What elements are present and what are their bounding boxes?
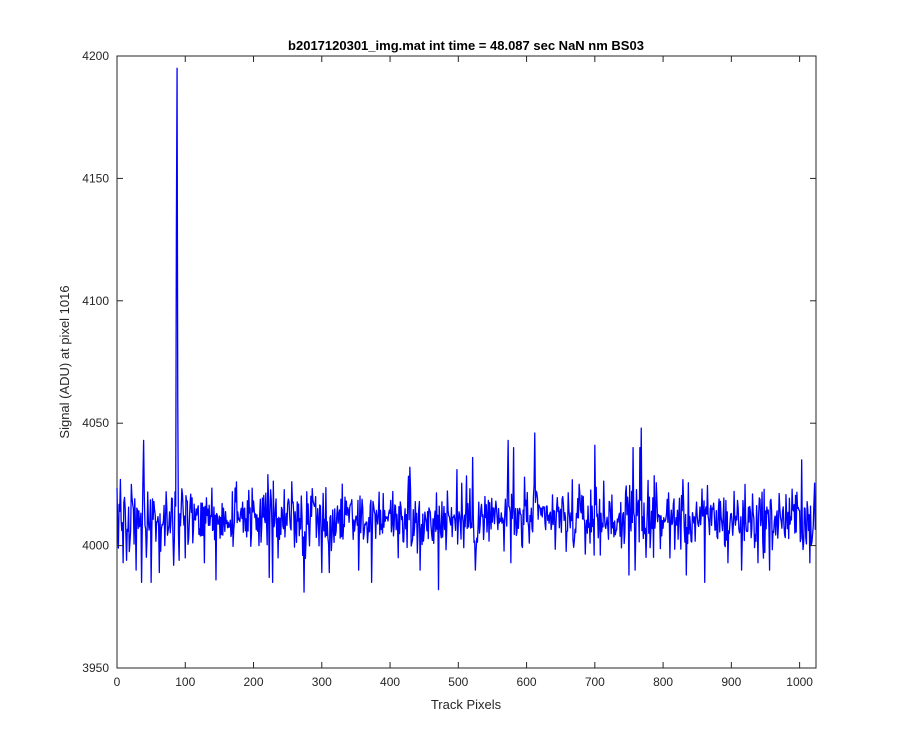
- y-axis-ticks: 3950 4000 4050 4100 4150 4200: [82, 49, 816, 675]
- x-axis-ticks: 0 100 200 300 400 500 600 700 800 900 1000: [114, 56, 813, 689]
- y-tick-label: 3950: [82, 661, 109, 675]
- signal-line: [116, 67, 816, 593]
- y-tick-label: 4200: [82, 49, 109, 63]
- y-axis-label: Signal (ADU) at pixel 1016: [57, 285, 72, 438]
- x-tick-label: 200: [244, 675, 264, 689]
- y-tick-label: 4050: [82, 416, 109, 430]
- plot-area: 0 100 200 300 400 500 600 700 800 900 1000 3950 400…: [82, 49, 817, 689]
- x-tick-label: 600: [517, 675, 537, 689]
- axes-box: [116, 55, 817, 669]
- x-tick-label: 700: [585, 675, 605, 689]
- x-tick-label: 900: [721, 675, 741, 689]
- chart-title: b2017120301_img.mat int time = 48.087 se…: [288, 38, 644, 53]
- x-tick-label: 400: [380, 675, 400, 689]
- y-tick-label: 4150: [82, 171, 109, 185]
- x-tick-label: 100: [175, 675, 195, 689]
- y-tick-label: 4000: [82, 539, 109, 553]
- x-tick-label: 1000: [786, 675, 813, 689]
- signal-line-group: [116, 67, 816, 593]
- x-tick-label: 300: [312, 675, 332, 689]
- y-tick-label: 4100: [82, 294, 109, 308]
- x-tick-label: 0: [114, 675, 121, 689]
- x-tick-label: 800: [653, 675, 673, 689]
- x-axis-label: Track Pixels: [431, 697, 502, 712]
- x-tick-label: 500: [448, 675, 468, 689]
